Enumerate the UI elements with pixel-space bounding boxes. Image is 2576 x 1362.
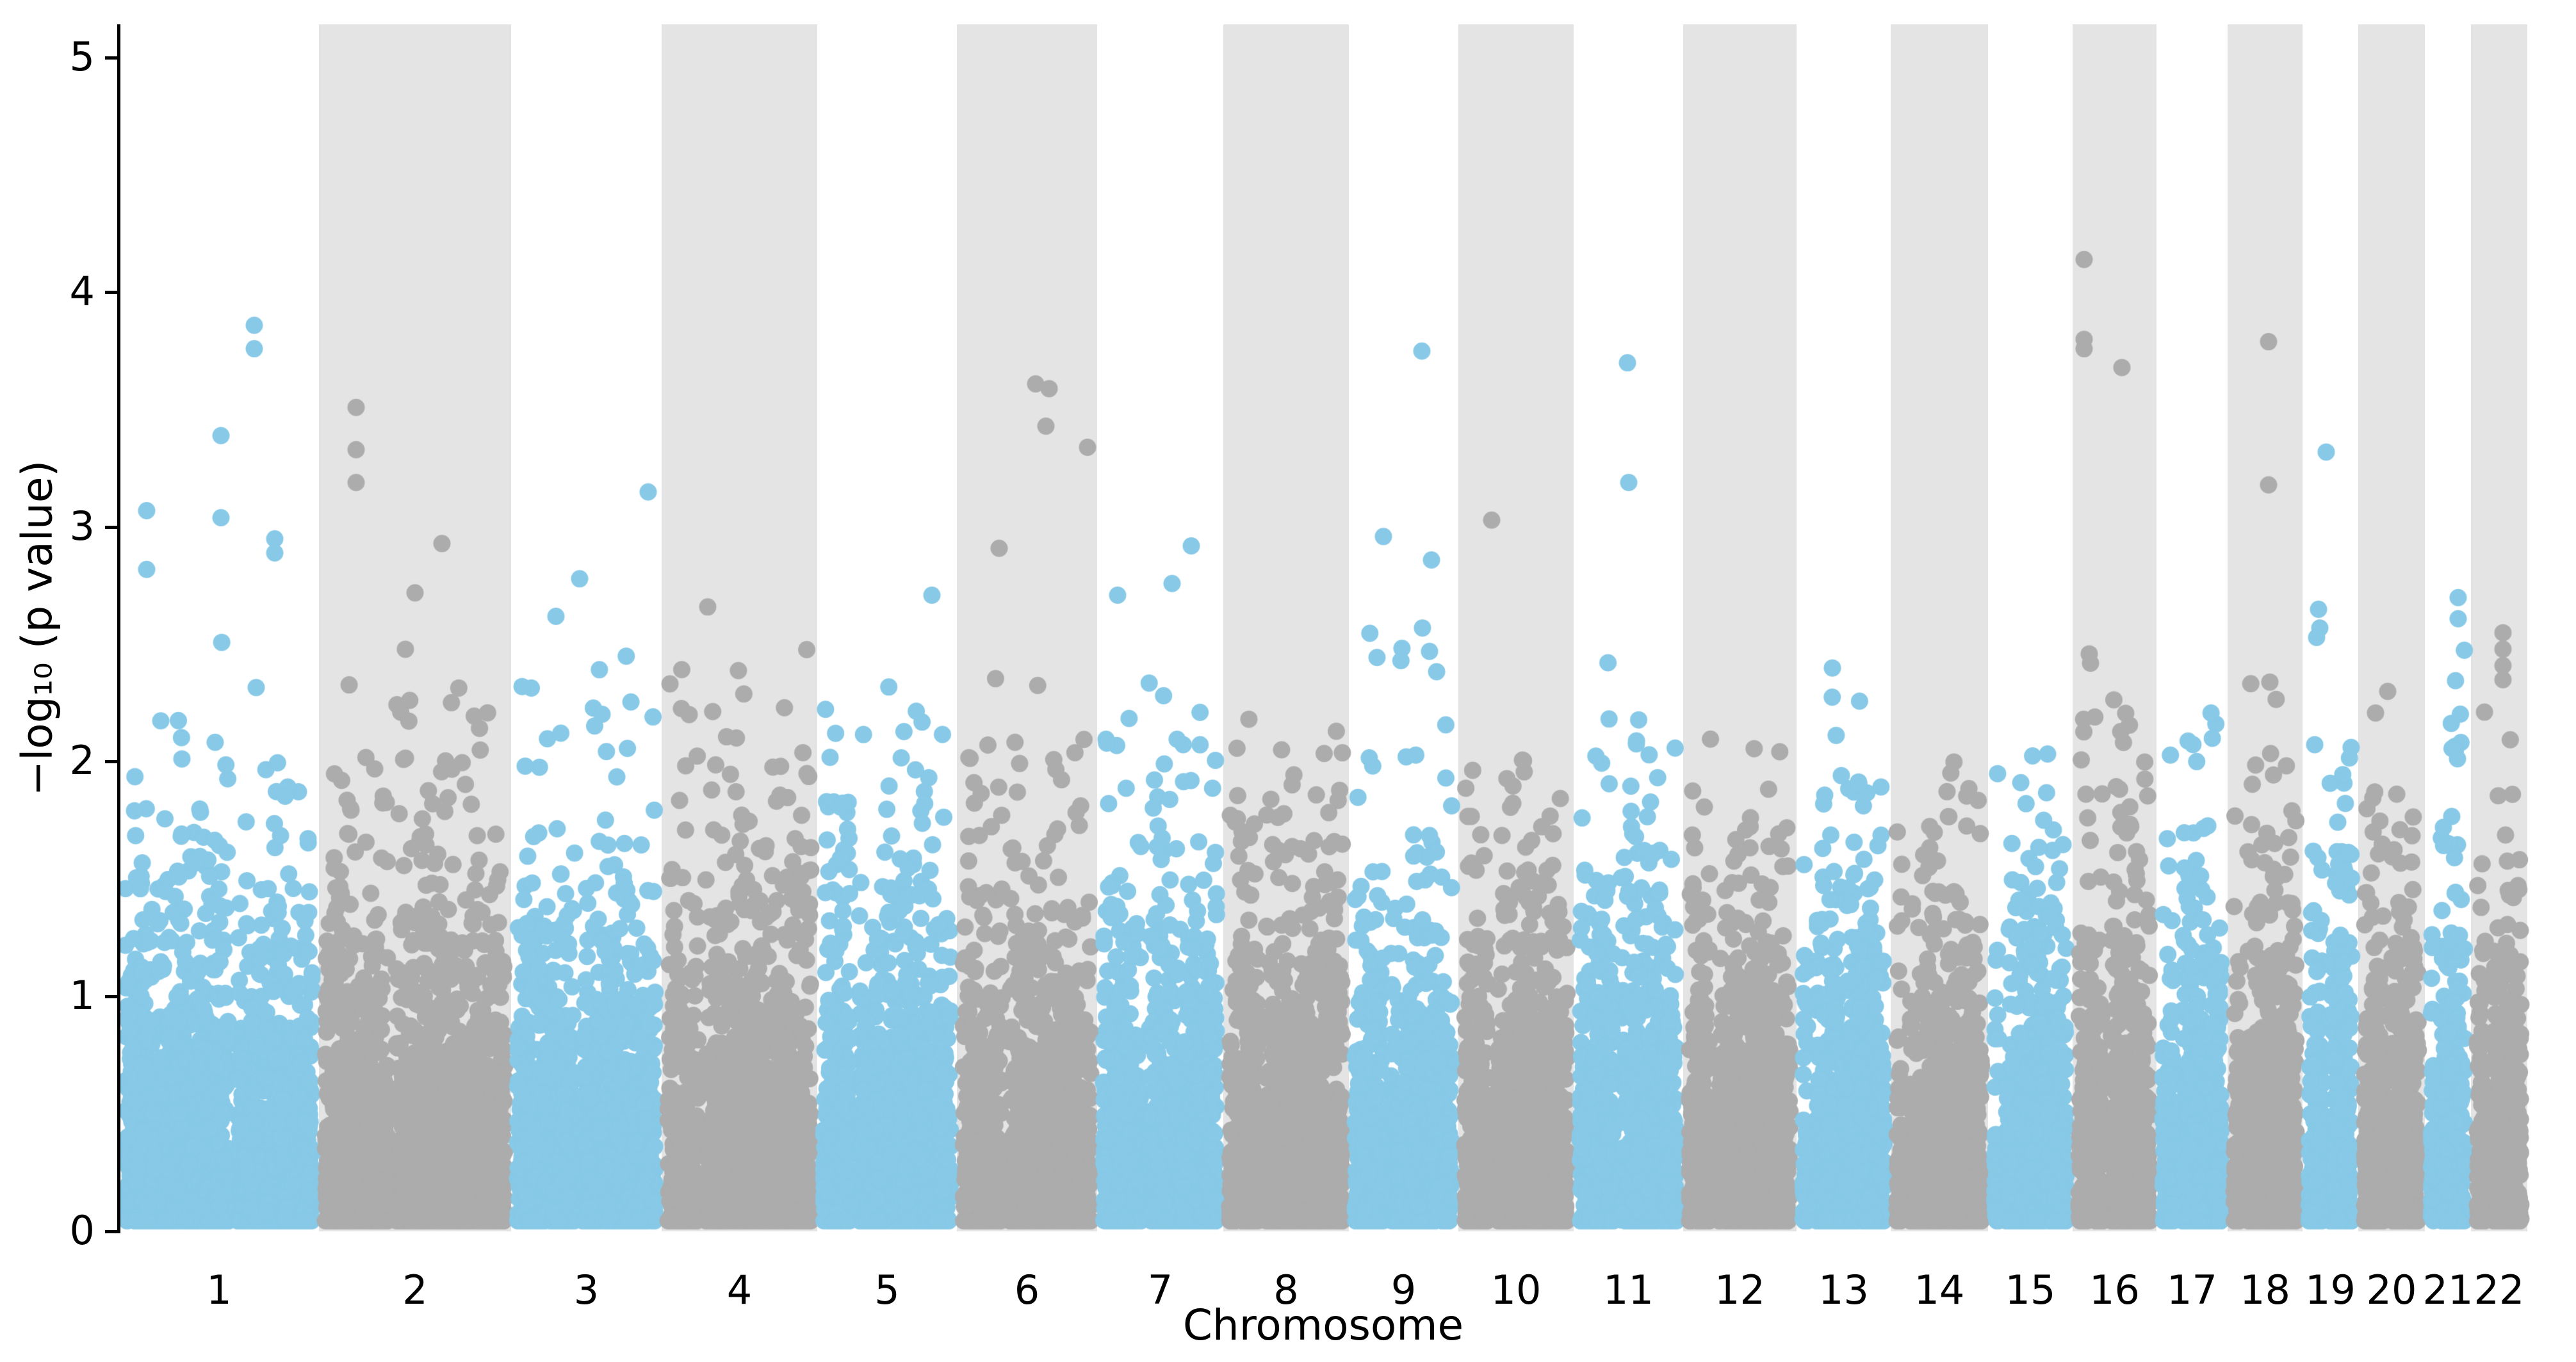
y-tick-label-5: 5 (69, 33, 95, 80)
y-tick-label-3: 3 (69, 502, 95, 549)
y-tick-label-1: 1 (69, 971, 95, 1019)
x-tick-label-chr10: 10 (1490, 1266, 1542, 1313)
y-tick-label-0: 0 (69, 1206, 95, 1254)
y-tick-mark-5 (105, 56, 118, 60)
x-tick-label-chr18: 18 (2240, 1266, 2290, 1313)
y-tick-mark-2 (105, 760, 118, 764)
x-tick-label-chr3: 3 (573, 1266, 599, 1313)
y-tick-label-4: 4 (69, 268, 95, 315)
x-tick-label-chr11: 11 (1603, 1266, 1654, 1313)
x-tick-label-chr9: 9 (1390, 1266, 1417, 1313)
x-tick-label-chr19: 19 (2305, 1266, 2356, 1313)
x-tick-label-chr1: 1 (206, 1266, 232, 1313)
x-tick-label-chr16: 16 (2089, 1266, 2140, 1313)
x-tick-label-chr2: 2 (402, 1266, 428, 1313)
x-tick-label-chr15: 15 (2005, 1266, 2056, 1313)
x-tick-label-chr17: 17 (2167, 1266, 2217, 1313)
x-tick-label-chr14: 14 (1914, 1266, 1965, 1313)
x-tick-label-chr12: 12 (1715, 1266, 1765, 1313)
y-axis-line (117, 24, 120, 1233)
y-tick-mark-1 (105, 994, 118, 998)
x-tick-label-chr6: 6 (1014, 1266, 1040, 1313)
y-tick-mark-0 (105, 1229, 118, 1233)
x-tick-label-chr20: 20 (2366, 1266, 2417, 1313)
x-axis-label: Chromosome (1182, 1301, 1464, 1350)
y-tick-label-2: 2 (69, 737, 95, 784)
y-tick-mark-3 (105, 525, 118, 529)
x-tick-label-chr13: 13 (1818, 1266, 1869, 1313)
x-tick-label-chr22: 22 (2474, 1266, 2525, 1313)
x-tick-label-chr21: 21 (2422, 1266, 2474, 1313)
y-tick-mark-4 (105, 291, 118, 295)
x-tick-label-chr8: 8 (1273, 1266, 1299, 1313)
y-axis-label: −log₁₀ (p value) (12, 460, 62, 796)
x-tick-label-chr4: 4 (726, 1266, 753, 1313)
x-tick-label-chr7: 7 (1147, 1266, 1173, 1313)
x-tick-label-chr5: 5 (874, 1266, 900, 1313)
